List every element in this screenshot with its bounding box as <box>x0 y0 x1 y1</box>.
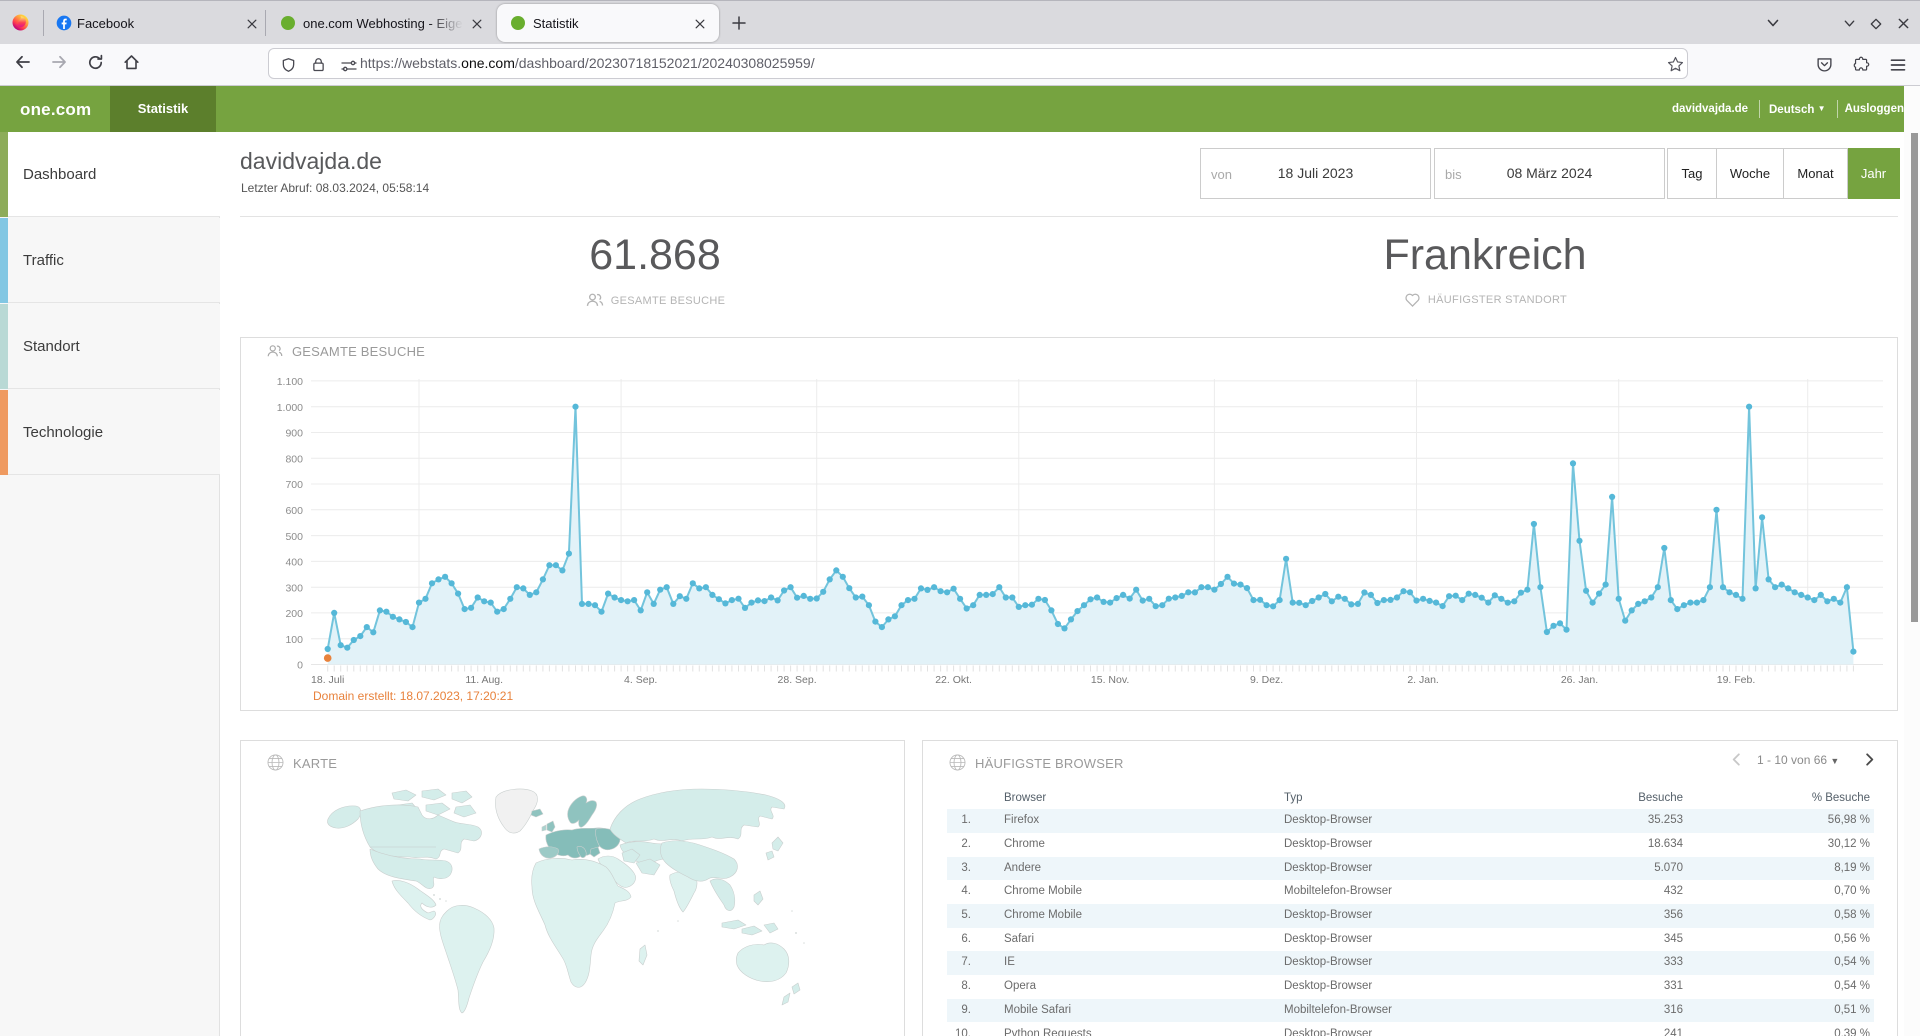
svg-text:Domain erstellt: 18.07.2023, 1: Domain erstellt: 18.07.2023, 17:20:21 <box>313 689 513 703</box>
svg-text:4. Sep.: 4. Sep. <box>624 674 657 686</box>
svg-text:2. Jan.: 2. Jan. <box>1407 674 1439 686</box>
svg-text:15. Nov.: 15. Nov. <box>1091 674 1129 686</box>
svg-text:9. Dez.: 9. Dez. <box>1250 674 1283 686</box>
svg-text:22. Okt.: 22. Okt. <box>935 674 972 686</box>
svg-text:400: 400 <box>285 557 303 569</box>
svg-text:19. Feb.: 19. Feb. <box>1717 674 1756 686</box>
svg-text:1.000: 1.000 <box>277 402 303 414</box>
svg-text:26. Jan.: 26. Jan. <box>1561 674 1598 686</box>
svg-text:500: 500 <box>285 531 303 543</box>
svg-text:600: 600 <box>285 505 303 517</box>
svg-text:100: 100 <box>285 634 303 646</box>
svg-text:300: 300 <box>285 582 303 594</box>
svg-text:700: 700 <box>285 479 303 491</box>
svg-text:0: 0 <box>297 660 303 672</box>
svg-text:1.100: 1.100 <box>277 376 303 388</box>
svg-text:28. Sep.: 28. Sep. <box>778 674 817 686</box>
svg-text:11. Aug.: 11. Aug. <box>465 674 503 686</box>
svg-text:18. Juli: 18. Juli <box>311 674 344 686</box>
svg-text:200: 200 <box>285 608 303 620</box>
svg-text:800: 800 <box>285 454 303 466</box>
svg-text:900: 900 <box>285 428 303 440</box>
